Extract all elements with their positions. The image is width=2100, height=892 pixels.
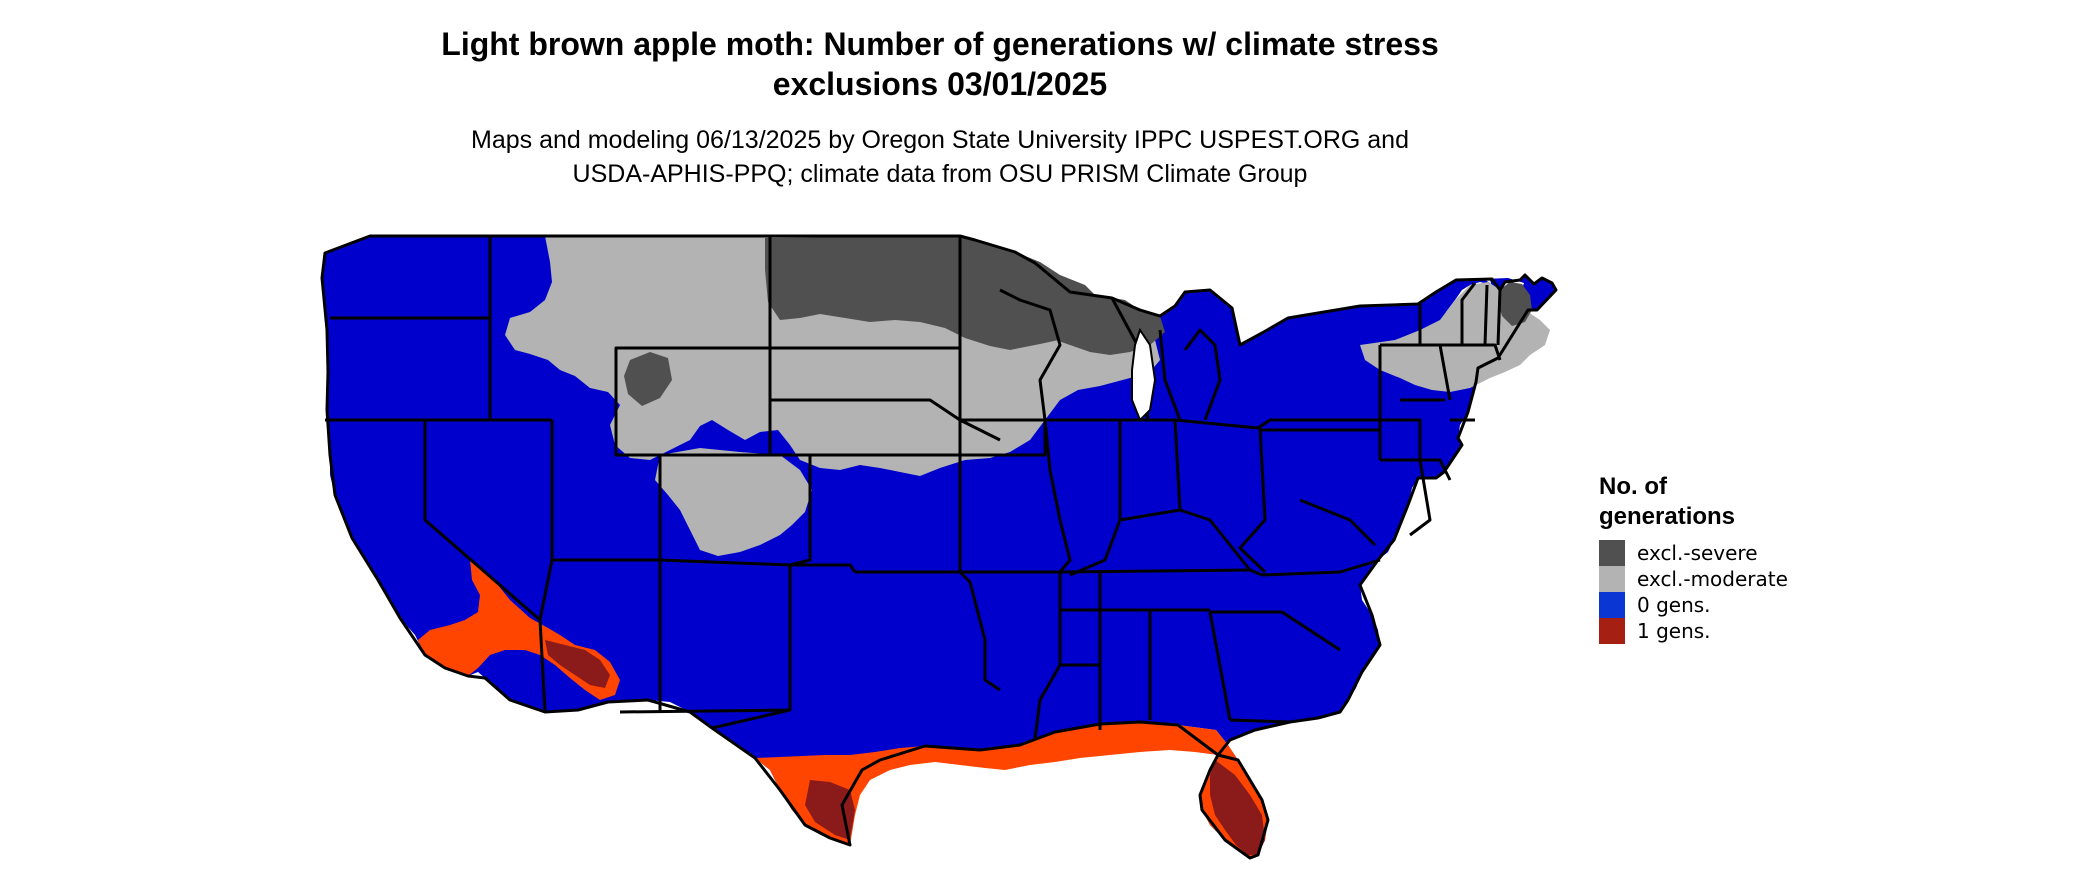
map-subtitle-line1: Maps and modeling 06/13/2025 by Oregon S… — [471, 126, 1409, 154]
legend-title-line1: No. of — [1599, 473, 1667, 500]
one-gen-florida-core — [1210, 760, 1265, 855]
legend-swatch — [1599, 618, 1625, 644]
legend-swatch — [1599, 592, 1625, 618]
state-boundaries — [320, 234, 1558, 860]
legend-item-excl-severe: excl.-severe — [1599, 540, 1788, 566]
legend-label: excl.-severe — [1637, 541, 1758, 565]
map-title-line1: Light brown apple moth: Number of genera… — [441, 26, 1439, 62]
legend-label: excl.-moderate — [1637, 567, 1788, 591]
excl-moderate-rockies — [655, 448, 812, 556]
legend-item-1-gens: 1 gens. — [1599, 618, 1788, 644]
legend-label: 1 gens. — [1637, 619, 1711, 643]
legend-label: 0 gens. — [1637, 593, 1711, 617]
legend-items: excl.-severe excl.-moderate 0 gens. 1 ge… — [1599, 540, 1788, 644]
map-title-line2: exclusions 03/01/2025 — [772, 66, 1108, 102]
one-gen-gulf-coast — [755, 722, 1268, 858]
lake-michigan — [1131, 327, 1157, 422]
excl-severe-great-lakes — [1010, 290, 1165, 355]
map-subtitle-line2: USDA-APHIS-PPQ; climate data from OSU PR… — [572, 160, 1308, 188]
legend-title-line2: generations — [1599, 503, 1736, 530]
one-gen-southwest-core — [545, 640, 610, 688]
legend-item-0-gens: 0 gens. — [1599, 592, 1788, 618]
legend-swatch — [1599, 566, 1625, 592]
one-gen-texas-core — [805, 780, 855, 840]
legend-swatch — [1599, 540, 1625, 566]
excl-severe-wyoming — [624, 352, 672, 406]
legend-item-excl-moderate: excl.-moderate — [1599, 566, 1788, 592]
legend: No. of generations excl.-severe excl.-mo… — [1599, 472, 1788, 644]
